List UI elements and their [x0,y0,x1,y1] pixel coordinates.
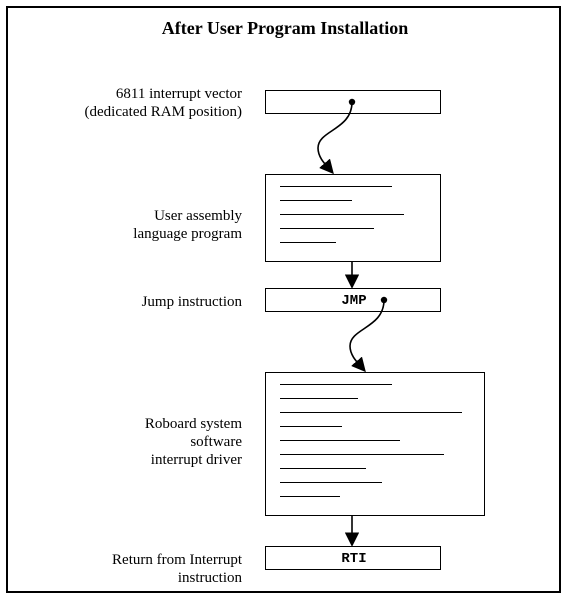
code-line [280,228,374,229]
code-line [280,426,342,427]
label-vector: 6811 interrupt vector (dedicated RAM pos… [22,85,242,121]
rti-text: RTI [266,551,442,567]
label-jump-line1: Jump instruction [142,294,242,310]
code-line [280,242,336,243]
label-driver-line1: Roboard system [145,416,242,432]
box-driver [265,372,485,516]
code-line [280,496,340,497]
label-userprog-line1: User assembly [154,208,242,224]
jmp-text: JMP [266,293,442,309]
box-jump: JMP [265,288,441,312]
code-line [280,214,404,215]
label-rti-line2: instruction [178,570,242,586]
code-line [280,482,382,483]
label-userprog-line2: language program [133,226,242,242]
box-vector [265,90,441,114]
label-vector-line2: (dedicated RAM position) [85,104,242,120]
label-rti-line1: Return from Interrupt [112,552,242,568]
code-line [280,384,392,385]
label-vector-line1: 6811 interrupt vector [116,86,242,102]
label-driver-line2: software [190,434,242,450]
code-line [280,186,392,187]
label-driver-line3: interrupt driver [151,452,242,468]
diagram-title: After User Program Installation [130,18,440,39]
box-rti: RTI [265,546,441,570]
code-line [280,440,400,441]
code-line [280,468,366,469]
label-rti: Return from Interrupt instruction [22,551,242,587]
code-line [280,412,462,413]
code-line [280,454,444,455]
code-line [280,398,358,399]
label-driver: Roboard system software interrupt driver [22,415,242,469]
box-userprog [265,174,441,262]
code-line [280,200,352,201]
label-userprog: User assembly language program [22,207,242,243]
label-jump: Jump instruction [22,293,242,311]
